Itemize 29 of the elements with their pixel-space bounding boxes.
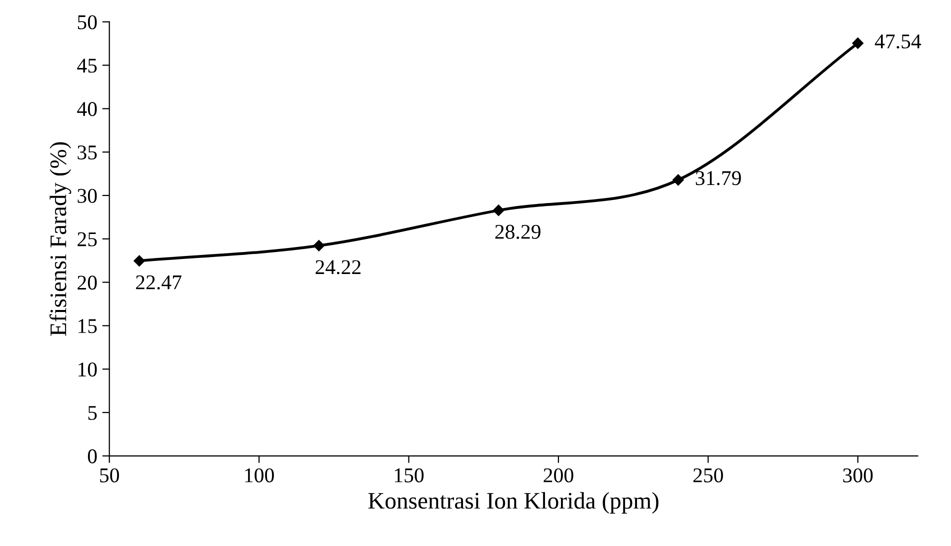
y-tick-label: 50 [78,15,97,30]
y-tick-label: 25 [78,232,97,246]
x-tick-label: 200 [544,468,574,482]
data-label: 28.29 [495,224,540,239]
x-axis-title: Konsentrasi Ion Klorida (ppm) [368,492,658,514]
y-tick-label: 5 [88,406,97,420]
data-label: 24.22 [316,260,360,274]
y-tick-label: 30 [78,188,97,203]
x-tick-label: 150 [394,468,424,482]
y-tick-label: 10 [78,362,97,377]
y-tick-label: 45 [77,58,97,73]
x-tick-label: 250 [693,468,723,482]
y-tick-label: 20 [78,276,97,290]
y-tick-label: 0 [88,449,97,464]
data-label: 31.79 [696,171,741,186]
data-label: 47.54 [874,34,922,48]
x-tick-label: 50 [100,468,119,482]
y-axis-title: Efisiensi Farady (%) [49,142,72,336]
y-tick-label: 40 [77,102,97,116]
point [672,174,684,186]
data-label: 22.47 [136,275,182,290]
x-tick-label: 300 [843,468,873,482]
x-tick-label: 100 [245,468,274,482]
point [313,240,325,252]
y-tick-label: 35 [78,145,97,160]
point [134,255,145,266]
point [852,38,864,49]
y-tick-label: 15 [78,319,97,334]
point [492,204,504,216]
